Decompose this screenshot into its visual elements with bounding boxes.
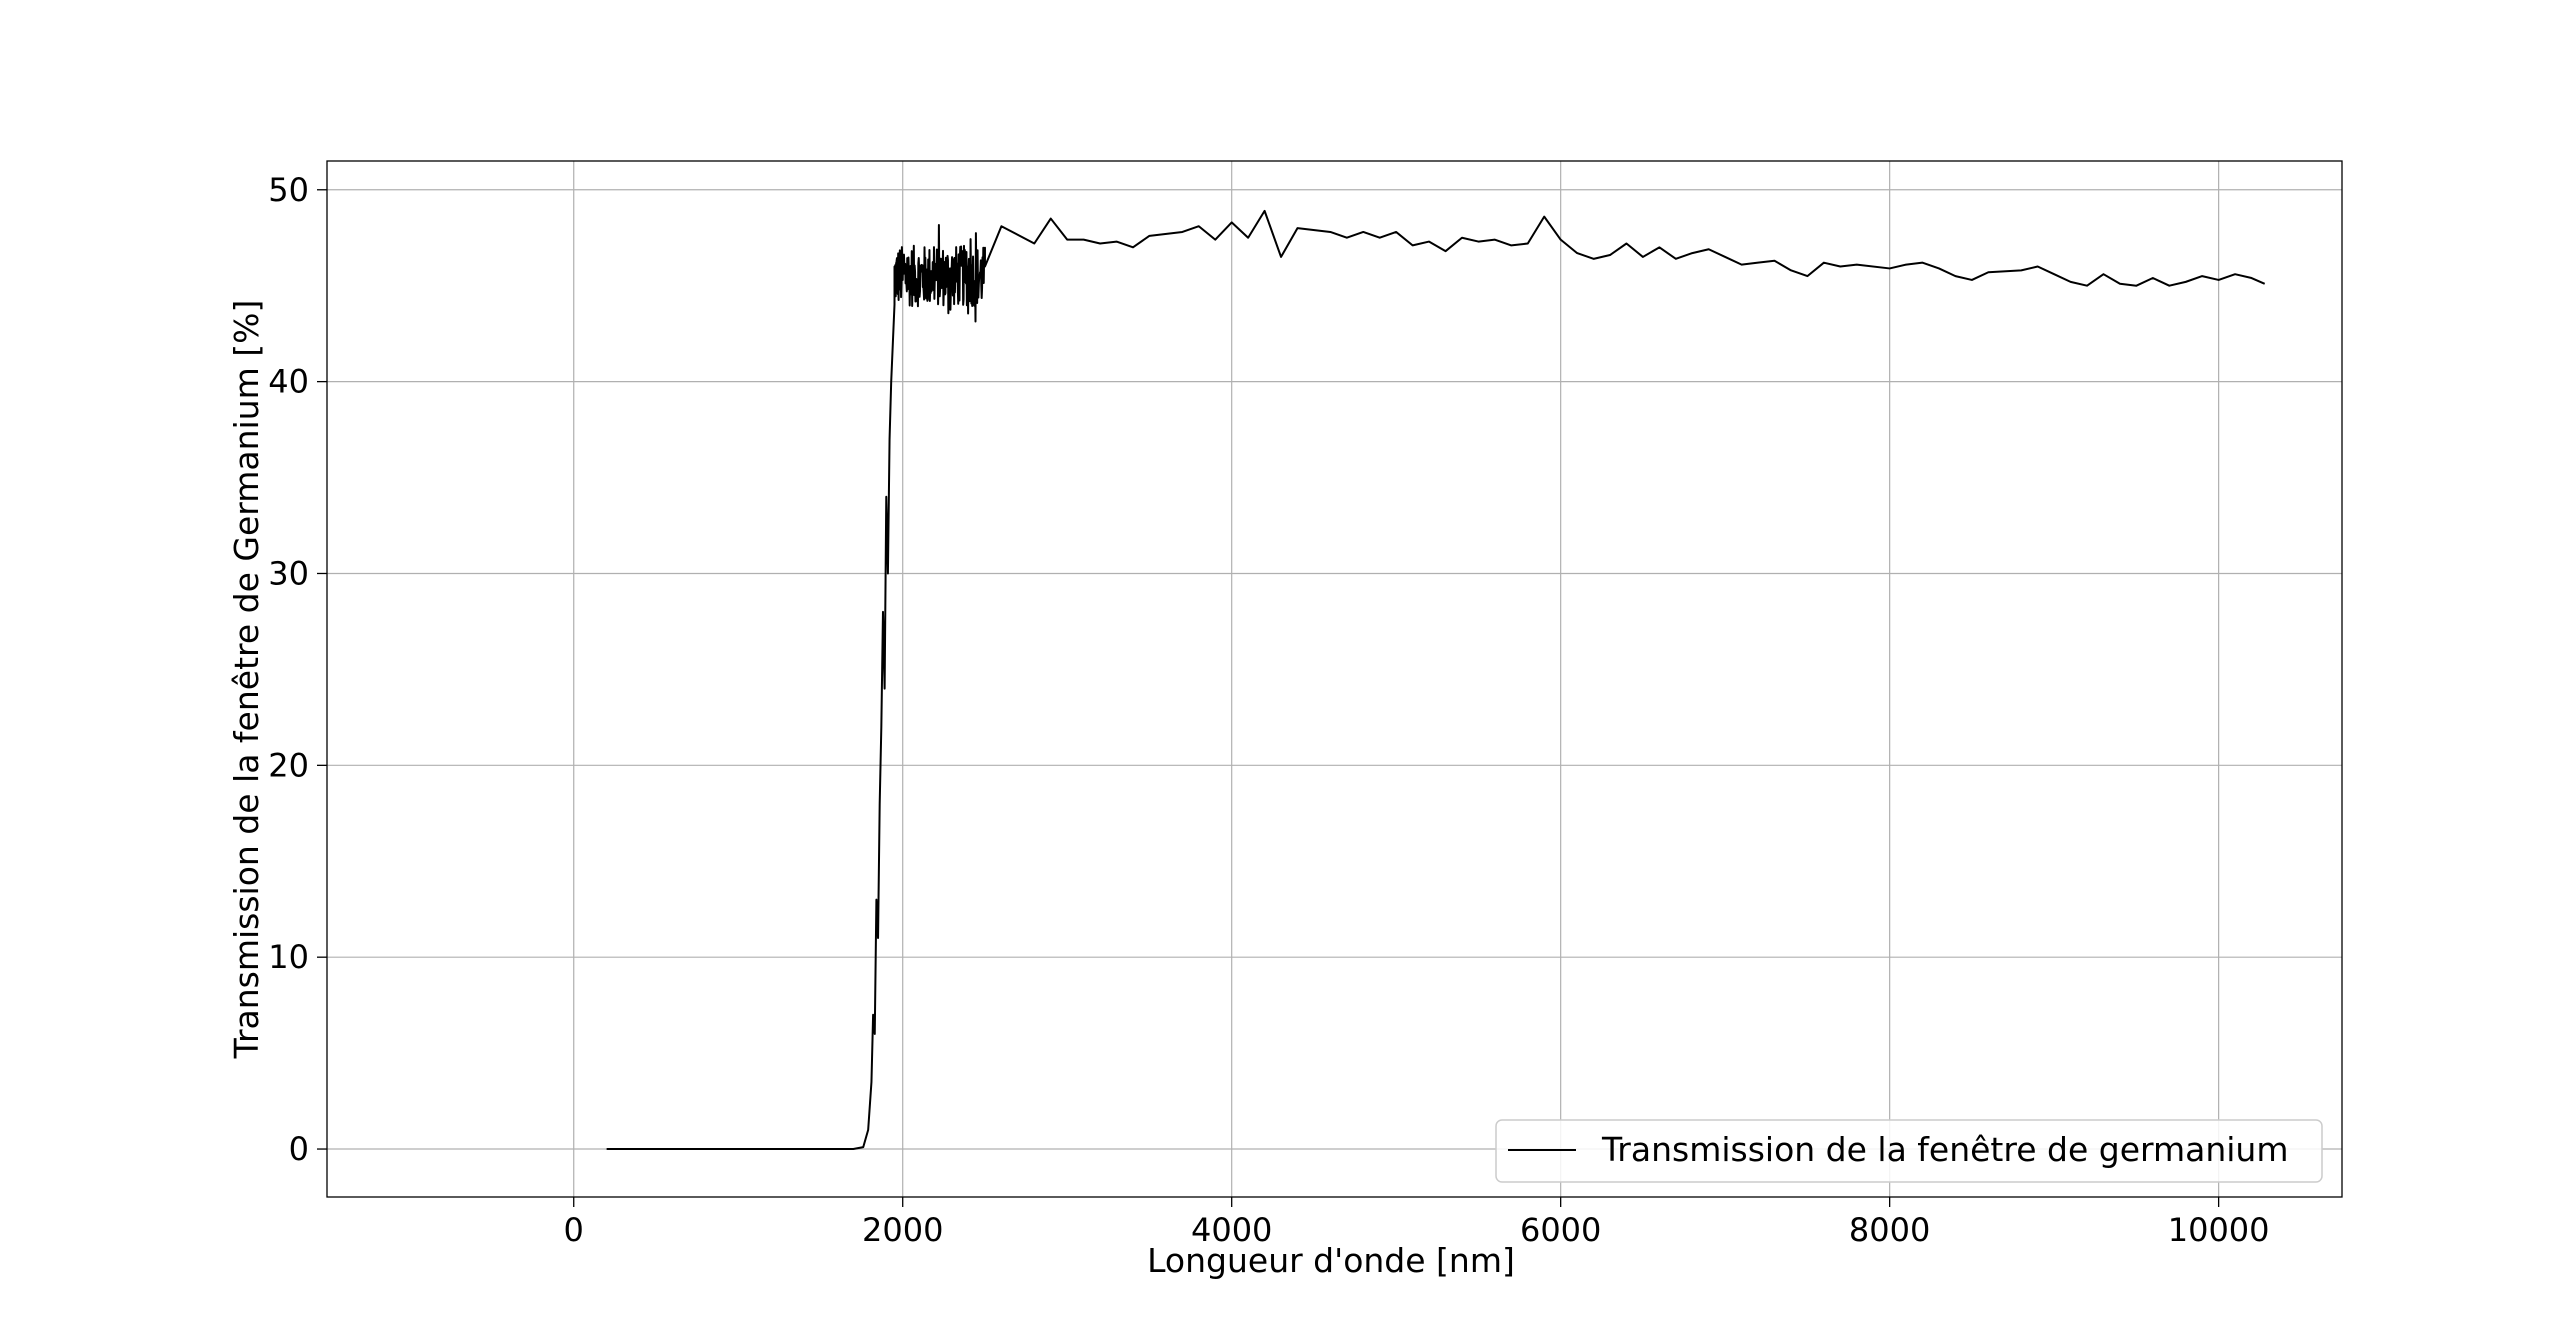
y-axis: 0 10 20 30 40 50: [268, 171, 327, 1168]
series-line-transmission: [606, 209, 2266, 1151]
grid: [327, 161, 2342, 1197]
x-axis-label: Longueur d'onde [nm]: [1147, 1241, 1515, 1280]
y-tick-label: 10: [268, 938, 309, 976]
legend-label: Transmission de la fenêtre de germanium: [1601, 1130, 2289, 1169]
y-tick-label: 20: [268, 746, 309, 784]
legend: Transmission de la fenêtre de germanium: [1495, 1119, 2323, 1183]
plot-area-frame: [326, 160, 2343, 1198]
y-tick-label: 30: [268, 554, 309, 592]
x-tick-label: 6000: [1520, 1211, 1601, 1249]
x-tick-label: 8000: [1849, 1211, 1930, 1249]
legend-box: [1495, 1119, 2323, 1183]
y-tick-label: 40: [268, 363, 309, 401]
x-tick-label: 10000: [2168, 1211, 2270, 1249]
series-layer: [606, 209, 2266, 1151]
x-tick-label: 2000: [862, 1211, 943, 1249]
y-tick-label: 50: [268, 171, 309, 209]
x-tick-label: 0: [564, 1211, 584, 1249]
y-tick-label: 0: [289, 1130, 309, 1168]
x-axis: 0 2000 4000 6000 8000 10000: [564, 1197, 2270, 1249]
y-axis-label: Transmission de la fenêtre de Germanium …: [227, 300, 266, 1060]
x-tick-label: 4000: [1191, 1211, 1272, 1249]
